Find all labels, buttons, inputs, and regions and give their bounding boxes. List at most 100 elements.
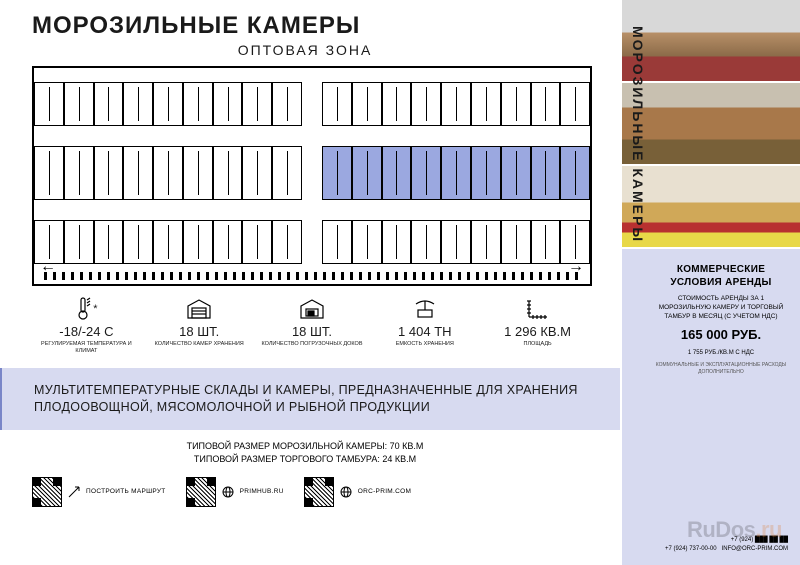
floorplan-unit xyxy=(153,146,183,200)
floorplan-unit xyxy=(322,82,352,126)
floorplan-unit xyxy=(272,82,302,126)
floorplan-unit xyxy=(242,146,272,200)
footer-links: ПОСТРОИТЬ МАРШРУТ PRIMHUB.RU ORC-PRIM.COM xyxy=(32,477,610,507)
floorplan-unit xyxy=(34,82,64,126)
floorplan-unit xyxy=(183,82,213,126)
sidebar-subprice: 1 755 РУБ./КВ.М С НДС xyxy=(654,350,788,356)
floorplan-unit xyxy=(352,220,382,264)
warehouse-icon xyxy=(145,296,254,322)
stat-item: 18 ШТ. КОЛИЧЕСТВО ПОГРУЗОЧНЫХ ДОКОВ xyxy=(258,296,367,354)
floorplan-unit xyxy=(213,82,243,126)
floorplan-unit xyxy=(64,146,94,200)
size-line: ТИПОВОЙ РАЗМЕР ТОРГОВОГО ТАМБУРА: 24 КВ.… xyxy=(0,453,610,467)
stat-value: 1 404 ТН xyxy=(370,324,479,339)
floorplan-unit xyxy=(213,146,243,200)
floorplan-unit xyxy=(153,82,183,126)
floorplan-row xyxy=(34,146,590,200)
scale-icon xyxy=(370,296,479,322)
floorplan-unit xyxy=(531,220,561,264)
floorplan-unit xyxy=(471,220,501,264)
floorplan-unit xyxy=(64,220,94,264)
qr-code-icon xyxy=(186,477,216,507)
stat-item: 1 296 КВ.МПЛОЩАДЬ xyxy=(483,296,592,354)
floorplan-unit xyxy=(94,146,124,200)
stat-label: КОЛИЧЕСТВО ПОГРУЗОЧНЫХ ДОКОВ xyxy=(258,341,367,348)
size-line: ТИПОВОЙ РАЗМЕР МОРОЗИЛЬНОЙ КАМЕРЫ: 70 КВ… xyxy=(0,440,610,454)
contact-email: INFO@ORC-PRIM.COM xyxy=(722,546,788,552)
stat-value: -18/-24 С xyxy=(32,324,141,339)
stat-label: ПЛОЩАДЬ xyxy=(483,341,592,348)
floorplan-unit xyxy=(322,146,352,200)
page-subtitle: ОПТОВАЯ ЗОНА xyxy=(0,42,610,58)
floorplan-unit xyxy=(272,220,302,264)
route-icon xyxy=(68,486,80,498)
floorplan-unit xyxy=(501,146,531,200)
contact-phone: +7 (924) 737-00-00 xyxy=(665,546,717,552)
floorplan-unit xyxy=(272,146,302,200)
stat-item: * -18/-24 С РЕГУЛИРУЕМАЯ ТЕМПЕРАТУРА И КЛИ… xyxy=(32,296,141,354)
main-panel: МОРОЗИЛЬНЫЕ КАМЕРЫ ОПТОВАЯ ЗОНА ← → * -18… xyxy=(0,0,620,565)
floorplan-unit xyxy=(441,82,471,126)
floorplan-unit xyxy=(183,146,213,200)
floorplan-unit xyxy=(560,82,590,126)
description-text: МУЛЬТИТЕМПЕРАТУРНЫЕ СКЛАДЫ И КАМЕРЫ, ПРЕ… xyxy=(34,382,600,416)
floorplan-unit xyxy=(123,220,153,264)
sidebar-contacts: +7 (924) ███ ██ ██ +7 (924) 737-00-00 IN… xyxy=(634,536,788,555)
floorplan-unit xyxy=(242,82,272,126)
stat-label: ЕМКОСТЬ ХРАНЕНИЯ xyxy=(370,341,479,348)
sidebar-price: 165 000 РУБ. xyxy=(654,327,788,342)
floorplan-row xyxy=(34,82,590,126)
floorplan-unit xyxy=(531,82,561,126)
sidebar: МОРОЗИЛЬНЫЕ КАМЕРЫ КОММЕРЧЕСКИЕ УСЛОВИЯ … xyxy=(620,0,800,565)
floorplan-unit xyxy=(382,82,412,126)
footer-link[interactable]: ORC-PRIM.COM xyxy=(304,477,411,507)
floorplan-unit xyxy=(501,82,531,126)
thermometer-icon: * xyxy=(32,296,141,322)
floorplan-unit xyxy=(352,146,382,200)
sidebar-content: КОММЕРЧЕСКИЕ УСЛОВИЯ АРЕНДЫ СТОИМОСТЬ АР… xyxy=(622,249,800,383)
sidebar-photo xyxy=(622,166,800,249)
footer-link[interactable]: ПОСТРОИТЬ МАРШРУТ xyxy=(32,477,166,507)
footer-link-label: ORC-PRIM.COM xyxy=(358,488,411,495)
sidebar-note: КОММУНАЛЬНЫЕ И ЭКСПЛУАТАЦИОННЫЕ РАСХОДЫ … xyxy=(654,362,788,375)
floorplan-unit xyxy=(94,82,124,126)
globe-icon xyxy=(222,486,234,498)
floorplan-unit xyxy=(411,146,441,200)
stat-label: РЕГУЛИРУЕМАЯ ТЕМПЕРАТУРА И КЛИМАТ xyxy=(32,341,141,354)
floorplan-unit xyxy=(471,146,501,200)
floorplan-unit xyxy=(123,146,153,200)
qr-code-icon xyxy=(32,477,62,507)
floorplan-unit xyxy=(123,82,153,126)
floorplan-unit xyxy=(242,220,272,264)
stat-item: 18 ШТ.КОЛИЧЕСТВО КАМЕР ХРАНЕНИЯ xyxy=(145,296,254,354)
page-title: МОРОЗИЛЬНЫЕ КАМЕРЫ xyxy=(32,12,610,40)
area-icon xyxy=(483,296,592,322)
floorplan-unit xyxy=(382,220,412,264)
sidebar-heading: КОММЕРЧЕСКИЕ УСЛОВИЯ АРЕНДЫ xyxy=(654,263,788,289)
floorplan-row xyxy=(34,220,590,264)
footer-link-label: PRIMHUB.RU xyxy=(240,488,284,495)
dock-icon xyxy=(258,296,367,322)
footer-link[interactable]: PRIMHUB.RU xyxy=(186,477,284,507)
floorplan-diagram: ← → xyxy=(32,66,592,286)
stats-row: * -18/-24 С РЕГУЛИРУЕМАЯ ТЕМПЕРАТУРА И КЛИ… xyxy=(32,296,592,354)
sidebar-photo xyxy=(622,0,800,83)
floorplan-unit xyxy=(471,82,501,126)
floorplan-unit xyxy=(213,220,243,264)
floorplan-unit xyxy=(441,220,471,264)
stat-value: 18 ШТ. xyxy=(258,324,367,339)
stat-label: КОЛИЧЕСТВО КАМЕР ХРАНЕНИЯ xyxy=(145,341,254,348)
floorplan-unit xyxy=(560,146,590,200)
floorplan-unit xyxy=(183,220,213,264)
floorplan-unit xyxy=(322,220,352,264)
sidebar-images xyxy=(622,0,800,249)
floorplan-unit xyxy=(34,146,64,200)
stat-item: 1 404 ТН ЕМКОСТЬ ХРАНЕНИЯ xyxy=(370,296,479,354)
floorplan-unit xyxy=(382,146,412,200)
qr-code-icon xyxy=(304,477,334,507)
floorplan-unit xyxy=(411,82,441,126)
floorplan-unit xyxy=(441,146,471,200)
floorplan-unit xyxy=(411,220,441,264)
floorplan-unit xyxy=(501,220,531,264)
description-band: МУЛЬТИТЕМПЕРАТУРНЫЕ СКЛАДЫ И КАМЕРЫ, ПРЕ… xyxy=(0,368,620,430)
